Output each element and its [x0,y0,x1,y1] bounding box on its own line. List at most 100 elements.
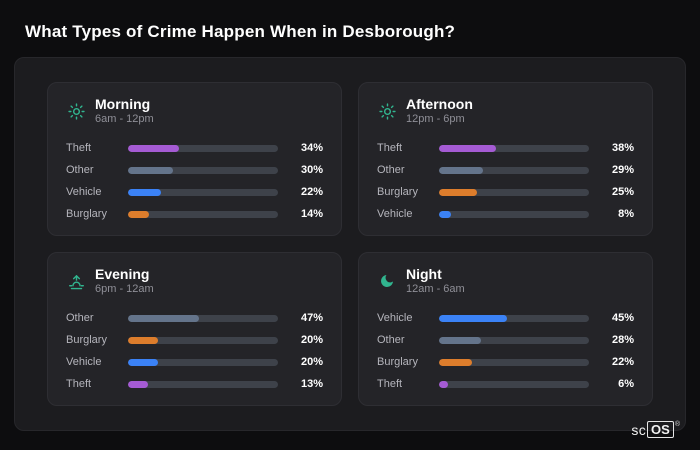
crime-bar-row: Theft 13% [66,373,323,395]
bar-fill [128,166,173,174]
bar-fill [128,188,161,196]
bar-track [439,210,589,218]
card-subtitle: 6am - 12pm [95,113,154,125]
sunset-icon [66,271,86,291]
bar-value: 22% [300,186,323,198]
card-heading-group: Afternoon 12pm - 6pm [406,96,473,126]
bar-label: Vehicle [377,208,413,220]
card-subtitle: 12pm - 6pm [406,113,465,125]
crime-bar-row: Vehicle 20% [66,351,323,373]
bar-track [128,380,278,388]
bar-track [128,188,278,196]
card-header: Afternoon 12pm - 6pm [377,96,634,126]
crime-bar-row: Burglary 20% [66,329,323,351]
bar-value: 8% [618,208,634,220]
bar-track [128,144,278,152]
card-night: Night 12am - 6am Vehicle 45% Other 28% B… [358,252,653,406]
card-title: Morning [95,96,151,112]
bar-label: Theft [377,378,403,390]
bar-track [439,336,589,344]
card-title: Evening [95,266,150,282]
card-title: Afternoon [406,96,473,112]
bar-label: Burglary [66,208,107,220]
bar-fill [439,210,451,218]
bar-fill [439,336,481,344]
crime-bar-row: Burglary 25% [377,181,634,203]
bar-value: 29% [611,164,634,176]
bar-label: Theft [66,142,92,154]
bar-label: Burglary [377,186,418,198]
bar-track [128,336,278,344]
card-rows: Other 47% Burglary 20% Vehicle 20% Theft… [66,307,323,395]
registered-trademark-icon: ® [674,421,680,428]
bar-value: 22% [611,356,634,368]
bar-label: Burglary [377,356,418,368]
bar-label: Other [66,312,94,324]
bar-label: Other [66,164,94,176]
crime-bar-row: Vehicle 22% [66,181,323,203]
page-title: What Types of Crime Happen When in Desbo… [25,22,456,41]
bar-fill [128,314,199,322]
card-rows: Vehicle 45% Other 28% Burglary 22% Theft… [377,307,634,395]
crime-bar-row: Other 30% [66,159,323,181]
bar-value: 14% [300,208,323,220]
bar-fill [439,380,448,388]
bar-track [128,210,278,218]
card-evening: Evening 6pm - 12am Other 47% Burglary 20… [47,252,342,406]
bar-label: Theft [66,378,92,390]
bar-fill [128,358,158,366]
card-afternoon: Afternoon 12pm - 6pm Theft 38% Other 29%… [358,82,653,236]
bar-label: Vehicle [66,356,102,368]
bar-fill [128,144,179,152]
crime-bar-row: Burglary 22% [377,351,634,373]
crime-bar-row: Vehicle 45% [377,307,634,329]
charts-panel: Morning 6am - 12pm Theft 34% Other 30% V… [14,57,686,431]
bar-value: 20% [300,356,323,368]
sun-rays-icon [66,101,86,121]
bar-track [128,166,278,174]
bar-value: 45% [611,312,634,324]
bar-label: Burglary [66,334,107,346]
bar-track [439,314,589,322]
bar-fill [439,314,507,322]
cards-grid: Morning 6am - 12pm Theft 34% Other 30% V… [47,82,653,406]
bar-fill [439,358,472,366]
card-heading-group: Evening 6pm - 12am [95,266,154,296]
bar-fill [128,336,158,344]
logo-text-prefix: sc [631,421,647,438]
card-morning: Morning 6am - 12pm Theft 34% Other 30% V… [47,82,342,236]
crime-bar-row: Other 29% [377,159,634,181]
bar-value: 6% [618,378,634,390]
bar-track [439,166,589,174]
crime-bar-row: Burglary 14% [66,203,323,225]
crime-bar-row: Theft 6% [377,373,634,395]
crime-bar-row: Other 28% [377,329,634,351]
bar-fill [439,166,483,174]
sun-icon [377,101,397,121]
card-header: Morning 6am - 12pm [66,96,323,126]
card-subtitle: 6pm - 12am [95,283,154,295]
bar-label: Vehicle [66,186,102,198]
bar-track [439,188,589,196]
bar-value: 34% [300,142,323,154]
card-heading-group: Night 12am - 6am [406,266,465,296]
bar-track [128,314,278,322]
bar-label: Theft [377,142,403,154]
card-rows: Theft 38% Other 29% Burglary 25% Vehicle… [377,137,634,225]
bar-value: 38% [611,142,634,154]
card-header: Night 12am - 6am [377,266,634,296]
bar-track [439,144,589,152]
bar-value: 47% [300,312,323,324]
bar-value: 28% [611,334,634,346]
bar-fill [128,210,149,218]
logo-box-text: OS [647,421,674,438]
bar-track [439,358,589,366]
bar-fill [439,188,477,196]
bar-value: 13% [300,378,323,390]
bar-value: 30% [300,164,323,176]
bar-label: Other [377,334,405,346]
bar-value: 20% [300,334,323,346]
scos-logo: sc OS ® [631,421,680,438]
card-heading-group: Morning 6am - 12pm [95,96,154,126]
bar-track [439,380,589,388]
